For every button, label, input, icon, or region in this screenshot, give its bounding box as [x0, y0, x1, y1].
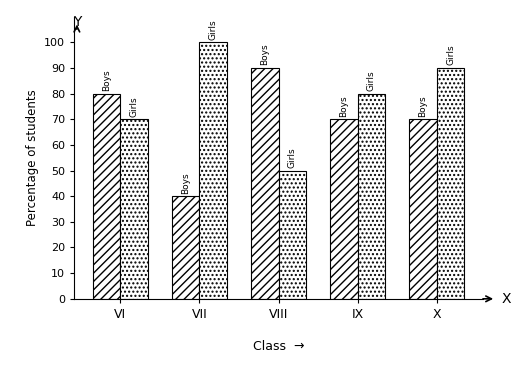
Bar [437, 68, 464, 299]
Text: Boys: Boys [339, 95, 348, 117]
Bar [358, 94, 386, 299]
Bar [199, 42, 227, 299]
Text: Girls: Girls [209, 19, 218, 40]
Text: Boys: Boys [102, 69, 111, 91]
Text: Girls: Girls [367, 70, 376, 91]
Bar [409, 119, 437, 299]
Bar [120, 119, 148, 299]
Bar [330, 119, 358, 299]
Text: Girls: Girls [130, 96, 139, 117]
Text: Boys: Boys [418, 95, 427, 117]
Bar [172, 196, 199, 299]
Text: Boys: Boys [260, 44, 269, 65]
Bar [251, 68, 279, 299]
Bar [279, 170, 306, 299]
Text: Class  →: Class → [253, 340, 304, 353]
Text: Y: Y [73, 15, 81, 29]
Text: Girls: Girls [446, 45, 455, 65]
Text: Boys: Boys [181, 172, 190, 193]
Text: X: X [502, 292, 511, 306]
Bar [93, 94, 120, 299]
Y-axis label: Percentage of students: Percentage of students [26, 89, 38, 226]
Text: Girls: Girls [288, 147, 297, 168]
